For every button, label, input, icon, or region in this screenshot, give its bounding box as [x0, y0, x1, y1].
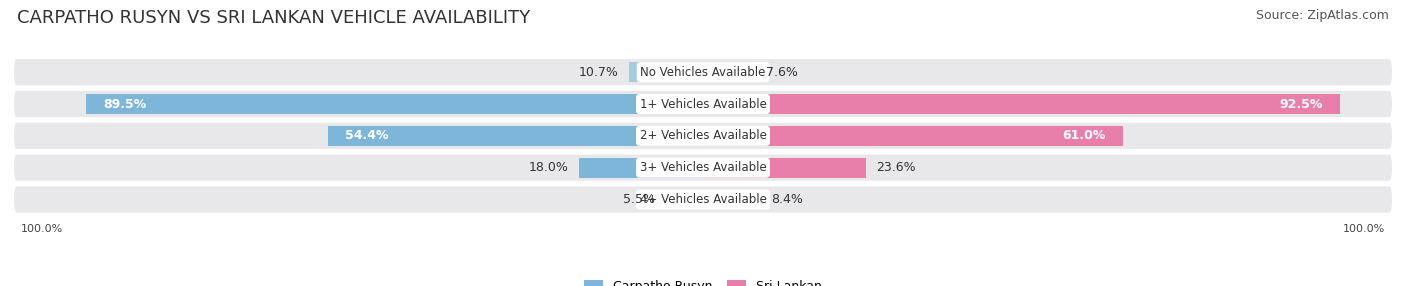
- Text: 2+ Vehicles Available: 2+ Vehicles Available: [640, 129, 766, 142]
- Text: 100.0%: 100.0%: [1343, 224, 1385, 234]
- Text: CARPATHO RUSYN VS SRI LANKAN VEHICLE AVAILABILITY: CARPATHO RUSYN VS SRI LANKAN VEHICLE AVA…: [17, 9, 530, 27]
- Text: 23.6%: 23.6%: [876, 161, 915, 174]
- Text: 8.4%: 8.4%: [772, 193, 803, 206]
- Bar: [86, 94, 703, 114]
- Text: 1+ Vehicles Available: 1+ Vehicles Available: [640, 98, 766, 110]
- Legend: Carpatho Rusyn, Sri Lankan: Carpatho Rusyn, Sri Lankan: [579, 275, 827, 286]
- FancyBboxPatch shape: [14, 123, 1392, 149]
- Text: 4+ Vehicles Available: 4+ Vehicles Available: [640, 193, 766, 206]
- Text: 54.4%: 54.4%: [346, 129, 389, 142]
- Text: 3+ Vehicles Available: 3+ Vehicles Available: [640, 161, 766, 174]
- Text: 89.5%: 89.5%: [104, 98, 146, 110]
- FancyBboxPatch shape: [14, 91, 1392, 117]
- Bar: [665, 190, 703, 209]
- Text: 92.5%: 92.5%: [1279, 98, 1323, 110]
- Bar: [703, 190, 761, 209]
- Bar: [703, 62, 755, 82]
- Text: 61.0%: 61.0%: [1063, 129, 1107, 142]
- Text: Source: ZipAtlas.com: Source: ZipAtlas.com: [1256, 9, 1389, 21]
- Text: 5.5%: 5.5%: [623, 193, 655, 206]
- Bar: [703, 126, 1123, 146]
- FancyBboxPatch shape: [14, 155, 1392, 181]
- Bar: [703, 158, 866, 178]
- Text: 100.0%: 100.0%: [21, 224, 63, 234]
- Bar: [703, 94, 1340, 114]
- FancyBboxPatch shape: [14, 59, 1392, 85]
- Bar: [630, 62, 703, 82]
- FancyBboxPatch shape: [14, 186, 1392, 212]
- Text: 7.6%: 7.6%: [766, 66, 797, 79]
- Text: 10.7%: 10.7%: [579, 66, 619, 79]
- Text: No Vehicles Available: No Vehicles Available: [640, 66, 766, 79]
- Bar: [579, 158, 703, 178]
- Text: 18.0%: 18.0%: [529, 161, 568, 174]
- Bar: [328, 126, 703, 146]
